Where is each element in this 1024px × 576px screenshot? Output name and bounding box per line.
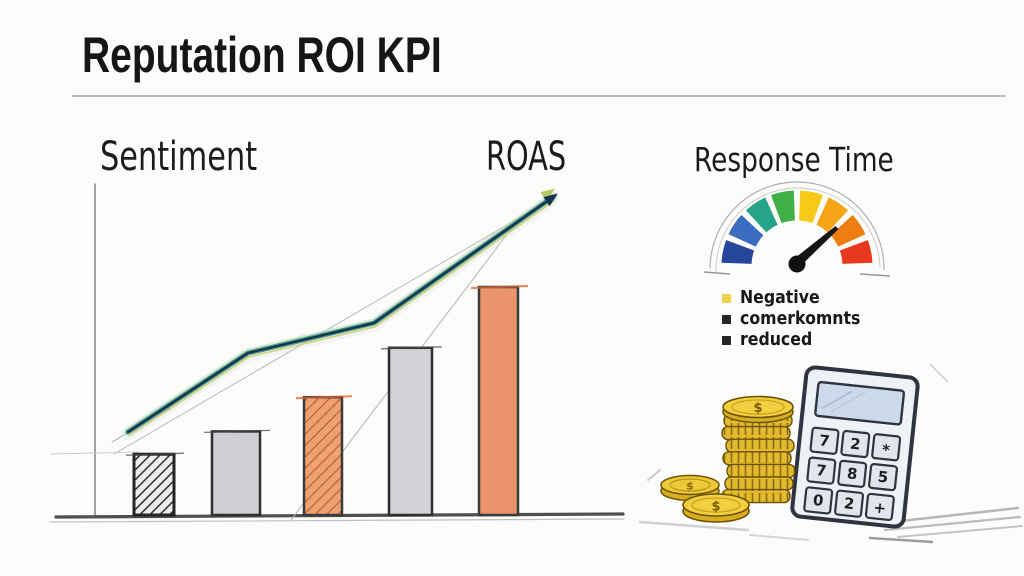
legend-item-label: comerkomnts — [740, 309, 861, 329]
calculator-key-label: * — [881, 441, 891, 460]
calculator-key-label: + — [873, 498, 887, 517]
calculator-key — [803, 486, 834, 515]
gauge-segment — [838, 238, 874, 265]
bar-sketch-tick — [295, 395, 353, 400]
bar-rect — [387, 346, 434, 517]
calculator-key — [868, 462, 898, 492]
bar-sketch-tick — [203, 429, 271, 434]
pencil-diagonal-1 — [113, 200, 549, 455]
response-time-label: Response Time — [694, 140, 894, 179]
legend-item: reduced — [722, 330, 874, 351]
trend-navy-core — [126, 195, 555, 434]
money-illustration: 7 2 * 7 8 5 0 2 + — [638, 363, 1023, 544]
gauge-segment-group — [720, 189, 874, 265]
gauge-segment — [769, 189, 796, 225]
calculator-key-label: 2 — [849, 435, 861, 454]
trend-yellow-edge — [128, 200, 555, 437]
trend-arrowhead — [540, 188, 558, 207]
header-divider — [72, 95, 1006, 97]
gauge-segment — [720, 238, 756, 265]
roas-label: ROAS — [486, 134, 567, 180]
coin-stack-icon: $ — [721, 395, 796, 504]
gauge-segment — [798, 189, 825, 225]
coin-icon: $ — [660, 474, 720, 502]
bullet-icon — [722, 315, 731, 324]
calculator-key — [864, 492, 895, 522]
calculator-keypad: 7 2 * 7 8 5 0 2 + — [803, 426, 902, 522]
legend-item: comerkomnts — [722, 309, 874, 330]
response-time-gauge — [703, 181, 891, 277]
dollar-sign: $ — [686, 480, 694, 493]
calculator-key-label: 7 — [818, 431, 830, 450]
gauge-segment — [744, 196, 779, 234]
bar-group — [132, 285, 520, 517]
gauge-legend: Negative comerkomnts reduced — [722, 288, 874, 351]
gauge-needle — [792, 226, 839, 267]
bar-rect — [132, 452, 176, 517]
legend-item-label: Negative — [740, 288, 820, 308]
calculator-key-label: 5 — [877, 468, 889, 487]
display-glare — [821, 390, 853, 410]
legend-item-label: reduced — [740, 330, 813, 350]
coin-icon: $ — [682, 493, 750, 523]
bar-sketch-tick — [380, 346, 443, 350]
arrowhead-accent — [540, 188, 555, 202]
calculator-key — [871, 433, 902, 462]
x-axis-echo — [49, 518, 625, 523]
guide-line — [50, 451, 139, 455]
dollar-sign: $ — [711, 500, 720, 515]
calculator-display — [814, 380, 906, 426]
bullet-icon — [722, 294, 731, 303]
page-title: Reputation ROI KPI — [82, 27, 442, 83]
bar-rect — [477, 285, 520, 517]
calculator-shadow — [868, 363, 1023, 544]
calculator-key-label: 2 — [843, 494, 855, 513]
sentiment-label: Sentiment — [100, 134, 258, 180]
calculator-key — [806, 456, 837, 485]
bar-sketch-overlay — [125, 284, 529, 456]
gauge-needle-hub — [788, 255, 806, 273]
bar-sketch-tick — [470, 284, 529, 290]
calculator-key — [834, 489, 865, 518]
calculator-key-label: 8 — [846, 464, 858, 483]
calculator-key — [809, 426, 840, 455]
calculator-illustration: 7 2 * 7 8 5 0 2 + — [790, 365, 920, 529]
calculator-key — [837, 459, 868, 488]
gauge-sketch-arcs — [703, 181, 891, 277]
arrowhead — [543, 193, 558, 207]
calculator-key-label: 7 — [815, 461, 827, 480]
coin-shadow — [638, 469, 809, 541]
dollar-sign: $ — [753, 401, 762, 416]
roas-trend-line — [121, 192, 560, 441]
kpi-bar-chart — [49, 183, 625, 523]
calculator-key-label: 0 — [812, 491, 824, 510]
display-glare — [831, 391, 867, 413]
bullet-icon — [722, 336, 731, 345]
bar-rect — [302, 395, 344, 517]
legend-item: Negative — [722, 288, 874, 309]
calculator-key — [840, 429, 871, 459]
gauge-segment — [727, 213, 765, 248]
bar-rect — [210, 430, 262, 517]
bar-sketch-tick — [125, 452, 185, 456]
